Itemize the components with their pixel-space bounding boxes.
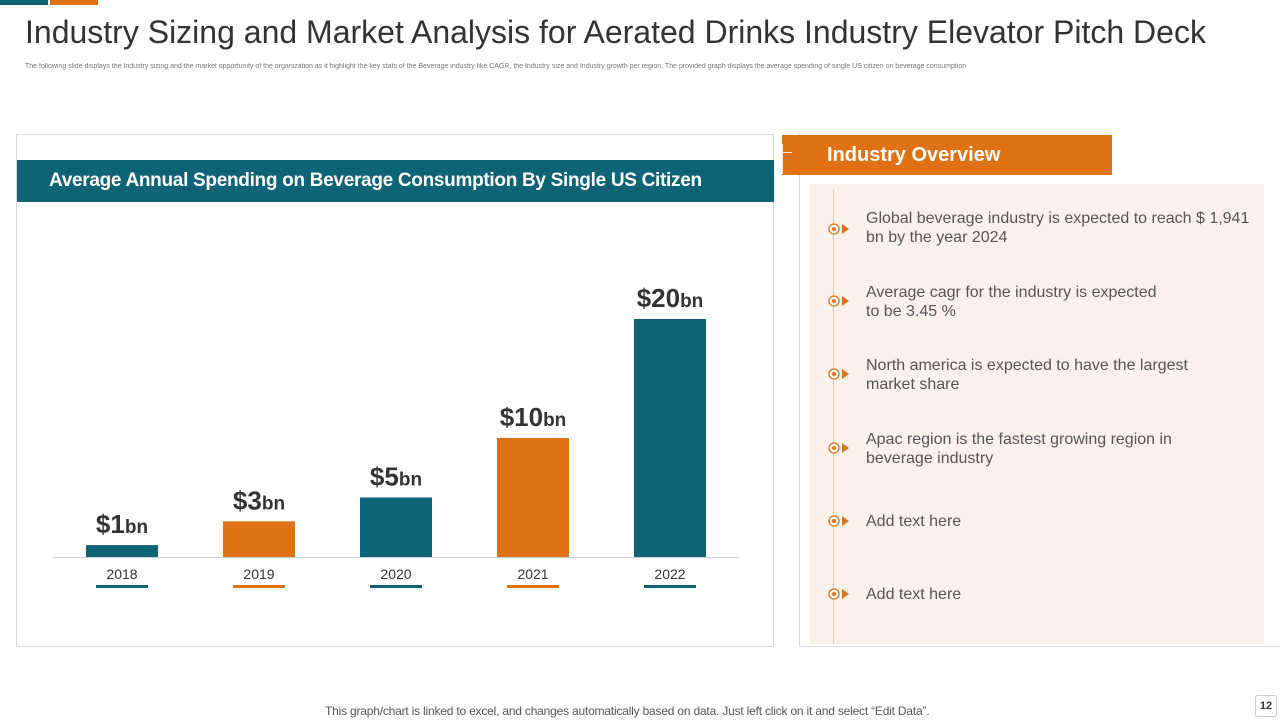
overview-item-text: Add text here bbox=[866, 513, 962, 530]
bar[interactable] bbox=[360, 497, 432, 558]
tick-underline bbox=[233, 585, 285, 588]
overview-item-text: Average cagr for the industry is expecte… bbox=[866, 284, 1157, 320]
x-tick-label: 2021 bbox=[517, 566, 548, 582]
bar[interactable] bbox=[634, 319, 706, 557]
x-tick-label: 2020 bbox=[380, 566, 411, 582]
overview-header: Industry Overview bbox=[774, 135, 1112, 175]
target-arrow-icon bbox=[828, 515, 849, 527]
data-label-unit: bn bbox=[543, 410, 566, 431]
page-number: 12 bbox=[1255, 695, 1277, 717]
overview-title: Industry Overview bbox=[827, 144, 1001, 166]
data-label: $3bn bbox=[233, 485, 285, 515]
data-label: $20bn bbox=[637, 283, 704, 313]
data-label-unit: bn bbox=[680, 291, 703, 312]
overview-item-text: Global beverage industry is expected to … bbox=[866, 210, 1250, 246]
timeline-line bbox=[833, 189, 834, 644]
data-label-value: $5 bbox=[370, 462, 399, 492]
cross-decoration-horizontal bbox=[774, 152, 792, 153]
tick-underline bbox=[370, 585, 422, 588]
overview-background bbox=[810, 184, 1264, 644]
overview-item-text: Apac region is the fastest growing regio… bbox=[866, 431, 1172, 467]
top-accent-orange bbox=[50, 0, 98, 5]
cross-decoration-vertical bbox=[782, 144, 783, 174]
target-arrow-icon bbox=[828, 588, 849, 600]
data-label-unit: bn bbox=[399, 470, 422, 491]
data-label: $5bn bbox=[370, 462, 422, 492]
top-accent-teal bbox=[0, 0, 48, 5]
target-arrow-icon bbox=[828, 368, 849, 380]
overview-item-text: Add text here bbox=[866, 586, 962, 603]
x-tick-label: 2019 bbox=[243, 566, 274, 582]
data-label-unit: bn bbox=[125, 517, 148, 538]
bar-chart[interactable]: $1bn2018$3bn2019$5bn2020$10bn2021$20bn20… bbox=[17, 135, 774, 647]
target-arrow-icon bbox=[828, 442, 849, 454]
bar[interactable] bbox=[86, 545, 158, 557]
slide-title: Industry Sizing and Market Analysis for … bbox=[25, 14, 1206, 50]
x-tick-label: 2018 bbox=[106, 566, 137, 582]
overview-item-text: North america is expected to have the la… bbox=[866, 357, 1188, 393]
footnote: This graph/chart is linked to excel, and… bbox=[325, 704, 930, 718]
tick-underline bbox=[644, 585, 696, 588]
target-arrow-icon bbox=[828, 295, 849, 307]
target-arrow-icon bbox=[828, 223, 849, 235]
chart-header: Average Annual Spending on Beverage Cons… bbox=[17, 160, 774, 202]
tick-underline bbox=[507, 585, 559, 588]
chart-panel: $1bn 2018 $3bn 2019 $5bn 2020 $10bn 2021 $20bn 20… bbox=[16, 134, 774, 647]
data-label-unit: bn bbox=[262, 493, 285, 514]
data-label-value: $10 bbox=[500, 402, 543, 432]
overview-panel: Industry Overview Global beverage indust… bbox=[774, 134, 1280, 647]
data-label-value: $3 bbox=[233, 485, 262, 515]
bar[interactable] bbox=[223, 521, 295, 557]
data-label: $10bn bbox=[500, 402, 567, 432]
slide-subtitle: The following slide displays the Industr… bbox=[25, 63, 967, 70]
tick-underline bbox=[96, 585, 148, 588]
data-label-value: $20 bbox=[637, 283, 680, 313]
data-label-value: $1 bbox=[96, 509, 125, 539]
bar[interactable] bbox=[497, 438, 569, 557]
data-label: $1bn bbox=[96, 509, 148, 539]
x-tick-label: 2022 bbox=[654, 566, 685, 582]
